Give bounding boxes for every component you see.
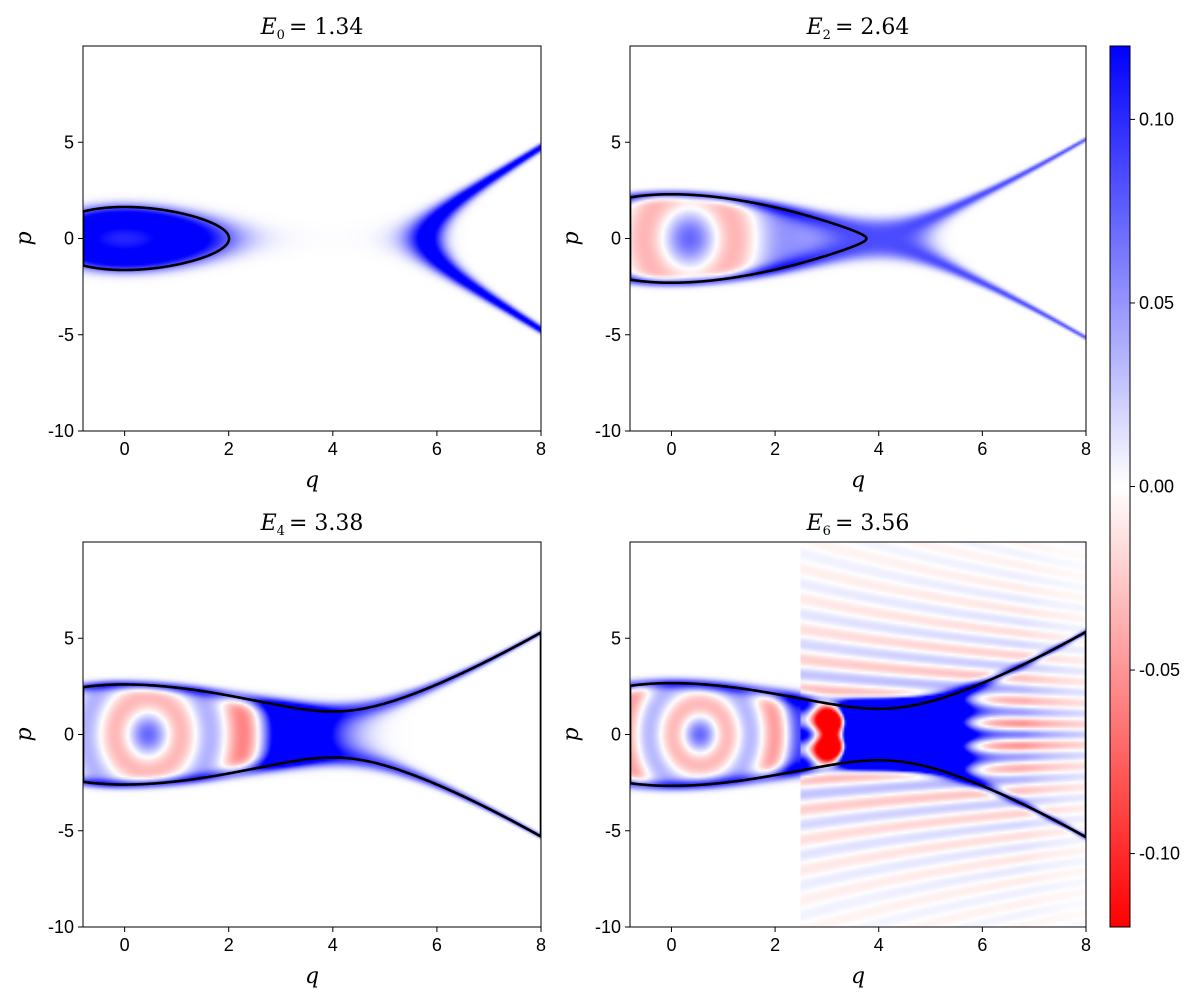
colorbar-tick-label: 0.10	[1139, 109, 1174, 129]
x-tick-label: 2	[770, 935, 780, 955]
y-tick-label: 0	[64, 229, 74, 249]
x-axis-label: q	[305, 468, 319, 493]
energy-contour-1	[83, 205, 231, 272]
x-tick-label: 2	[224, 935, 234, 955]
energy-contour-3	[83, 630, 541, 839]
x-tick-label: 0	[666, 935, 676, 955]
heatmap-1	[83, 46, 541, 431]
colorbar-tick-label: -0.10	[1139, 844, 1180, 864]
panel-title: E0 = 1.34	[260, 15, 364, 43]
y-axis-label: p	[12, 727, 37, 741]
x-tick-label: 4	[874, 439, 884, 459]
y-tick-label: -10	[595, 421, 621, 441]
panel-3: 0 2 4 6 8 -10 -5 0 5 q p E4 = 3.38	[12, 511, 546, 989]
colorbar-gradient	[1109, 45, 1131, 928]
y-axis-label: p	[559, 231, 584, 245]
panel-title: E2 = 2.64	[806, 15, 910, 43]
y-tick-label: 5	[611, 628, 621, 648]
panel-1: 0 2 4 6 8 -10 -5 0 5 q p E0 = 1.34	[12, 15, 546, 493]
x-tick-label: 4	[328, 935, 338, 955]
y-tick-label: -5	[58, 325, 74, 345]
x-axis-label: q	[851, 964, 865, 989]
y-tick-label: 0	[611, 229, 621, 249]
energy-contour-4	[630, 630, 1086, 839]
x-tick-label: 6	[432, 935, 442, 955]
colorbar-tick-label: 0.00	[1139, 477, 1174, 497]
x-tick-label: 2	[770, 439, 780, 459]
y-axis-label: p	[12, 231, 37, 245]
y-tick-label: 5	[64, 132, 74, 152]
x-tick-label: 0	[666, 439, 676, 459]
y-tick-label: -5	[605, 821, 621, 841]
x-tick-label: 0	[120, 935, 130, 955]
x-tick-label: 6	[977, 935, 987, 955]
energy-contour-2	[630, 192, 868, 285]
x-tick-label: 2	[224, 439, 234, 459]
y-tick-label: 5	[64, 628, 74, 648]
panel-4: 0 2 4 6 8 -10 -5 0 5 q p E6 = 3.56	[559, 511, 1091, 989]
x-axis-label: q	[305, 964, 319, 989]
y-tick-label: -10	[48, 917, 74, 937]
y-axis-label: p	[559, 727, 584, 741]
panel-title: E4 = 3.38	[260, 511, 364, 539]
y-tick-label: 5	[611, 132, 621, 152]
x-tick-label: 8	[1081, 439, 1091, 459]
x-axis-label: q	[851, 468, 865, 493]
y-tick-label: -10	[595, 917, 621, 937]
x-tick-label: 4	[328, 439, 338, 459]
y-tick-label: -5	[605, 325, 621, 345]
y-tick-label: -10	[48, 421, 74, 441]
y-tick-label: 0	[64, 725, 74, 745]
x-tick-label: 8	[1081, 935, 1091, 955]
heatmap-3	[83, 542, 541, 927]
colorbar: 0.10 0.05 0.00 -0.05 -0.10	[1109, 45, 1180, 928]
x-tick-label: 0	[120, 439, 130, 459]
colorbar-tick-label: 0.05	[1139, 293, 1174, 313]
colorbar-tick-label: -0.05	[1139, 660, 1180, 680]
x-tick-label: 8	[536, 439, 546, 459]
y-tick-label: 0	[611, 725, 621, 745]
heatmap-4	[630, 542, 1086, 927]
x-tick-label: 6	[432, 439, 442, 459]
panel-title: E6 = 3.56	[806, 511, 910, 539]
x-tick-label: 6	[977, 439, 987, 459]
x-tick-label: 8	[536, 935, 546, 955]
x-tick-label: 4	[874, 935, 884, 955]
heatmap-2	[630, 46, 1086, 431]
panel-2: 0 2 4 6 8 -10 -5 0 5 q p E2 = 2.64	[559, 15, 1091, 493]
y-tick-label: -5	[58, 821, 74, 841]
